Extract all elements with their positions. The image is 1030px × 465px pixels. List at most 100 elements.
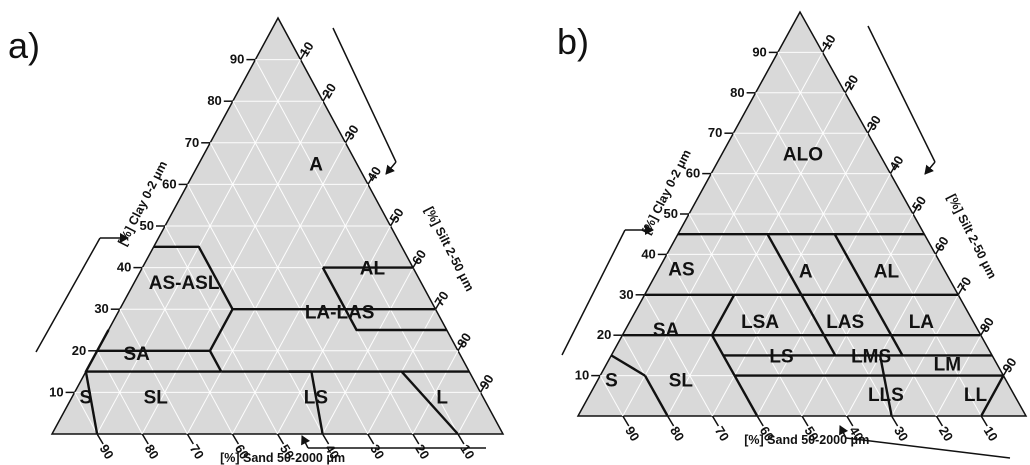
sand-tick-mark bbox=[666, 415, 675, 427]
class-boundary bbox=[208, 350, 223, 373]
silt-tick-mark bbox=[389, 215, 398, 227]
grid-line bbox=[322, 267, 414, 435]
sand-tick-mark bbox=[141, 433, 149, 445]
region-label: L bbox=[436, 388, 448, 409]
silt-tick-label: 90 bbox=[999, 355, 1019, 375]
silt-tick-mark bbox=[322, 90, 330, 102]
silt-direction-arrow bbox=[332, 27, 397, 163]
silt-tick-label: 60 bbox=[409, 247, 429, 267]
clay-tick-label: 70 bbox=[185, 135, 199, 150]
region-label: LMS bbox=[851, 346, 891, 367]
silt-tick-label: 30 bbox=[341, 122, 361, 142]
region-label: LA-LAS bbox=[305, 302, 375, 323]
sand-tick-mark bbox=[412, 433, 420, 445]
silt-tick-label: 30 bbox=[864, 113, 884, 133]
sand-tick-label: 20 bbox=[936, 424, 956, 444]
sand-tick-mark bbox=[756, 415, 764, 427]
sand-tick-label: 70 bbox=[187, 442, 207, 462]
sand-tick-label: 40 bbox=[322, 442, 342, 462]
clay-tick-label: 80 bbox=[730, 85, 744, 100]
silt-tick-mark bbox=[412, 257, 420, 268]
sand-axis-title: [%] Sand 50-2000 μm bbox=[220, 451, 345, 465]
grid-line bbox=[688, 213, 803, 417]
silt-tick-mark bbox=[479, 382, 488, 393]
region-label: AL bbox=[360, 259, 386, 280]
class-boundary bbox=[878, 355, 893, 417]
class-boundary bbox=[400, 370, 459, 435]
silt-tick-mark bbox=[957, 284, 965, 296]
class-boundary bbox=[867, 294, 904, 356]
clay-tick-label: 50 bbox=[140, 218, 154, 233]
sand-tick-label: 90 bbox=[622, 424, 642, 444]
grid-line bbox=[277, 225, 391, 435]
region-label: S bbox=[605, 371, 618, 392]
sand-direction-arrowhead bbox=[301, 435, 311, 449]
sand-tick-label: 10 bbox=[457, 442, 477, 462]
region-label: LA bbox=[909, 312, 935, 333]
sand-tick-mark bbox=[321, 433, 330, 445]
region-label: LS bbox=[304, 388, 328, 409]
panel-label: b) bbox=[557, 21, 589, 62]
silt-axis-title: [%] Silt 2-50 μm bbox=[422, 204, 477, 293]
grid-line bbox=[74, 392, 98, 435]
sand-tick-mark bbox=[801, 415, 809, 427]
clay-tick-label: 90 bbox=[752, 44, 766, 59]
sand-tick-label: 70 bbox=[712, 424, 732, 444]
clay-tick-label: 80 bbox=[207, 93, 221, 108]
grid-line bbox=[644, 294, 713, 417]
grid-line bbox=[186, 142, 346, 435]
clay-tick-label: 20 bbox=[597, 327, 611, 342]
silt-tick-mark bbox=[821, 42, 830, 53]
sand-tick-label: 50 bbox=[801, 424, 821, 444]
silt-tick-label: 50 bbox=[909, 193, 929, 213]
region-label: LAS bbox=[826, 312, 864, 333]
region-label: SL bbox=[669, 371, 694, 392]
silt-tick-mark bbox=[434, 298, 443, 310]
sand-tick-mark bbox=[935, 415, 944, 427]
silt-tick-label: 80 bbox=[454, 330, 474, 350]
region-label: A bbox=[799, 262, 813, 283]
region-label: SL bbox=[144, 388, 169, 409]
silt-tick-mark bbox=[867, 122, 875, 134]
silt-tick-label: 20 bbox=[319, 81, 339, 101]
sand-tick-label: 10 bbox=[981, 424, 1001, 444]
silt-tick-label: 10 bbox=[818, 32, 838, 52]
sand-tick-mark bbox=[846, 415, 854, 427]
region-label: LSA bbox=[741, 312, 779, 333]
clay-direction-arrow bbox=[561, 229, 626, 356]
silt-tick-mark bbox=[912, 203, 920, 215]
sand-tick-label: 90 bbox=[97, 442, 117, 462]
grid-line bbox=[209, 142, 369, 435]
silt-tick-label: 90 bbox=[476, 372, 496, 392]
sand-tick-mark bbox=[276, 433, 285, 445]
sand-tick-mark bbox=[980, 415, 988, 427]
region-label: LM bbox=[934, 354, 961, 375]
silt-tick-mark bbox=[299, 49, 308, 60]
sand-tick-mark bbox=[457, 433, 465, 445]
clay-tick-label: 10 bbox=[575, 368, 589, 383]
region-label: LLS bbox=[868, 385, 904, 406]
region-label: AS bbox=[668, 260, 694, 281]
class-boundary bbox=[153, 245, 234, 310]
silt-tick-mark bbox=[1002, 365, 1011, 376]
sand-direction-arrowhead bbox=[839, 425, 849, 439]
clay-direction-arrow bbox=[35, 237, 101, 353]
silt-tick-label: 80 bbox=[977, 315, 997, 335]
silt-tick-mark bbox=[980, 324, 988, 336]
sand-tick-mark bbox=[367, 433, 375, 445]
sand-tick-label: 20 bbox=[412, 442, 432, 462]
silt-direction-arrow bbox=[867, 25, 936, 163]
class-boundary bbox=[321, 267, 447, 332]
region-label: LS bbox=[769, 346, 793, 367]
grid-line bbox=[412, 350, 459, 435]
sand-tick-label: 30 bbox=[891, 424, 911, 444]
class-boundary bbox=[733, 375, 759, 417]
silt-tick-mark bbox=[934, 244, 943, 255]
sand-tick-mark bbox=[890, 415, 899, 427]
silt-direction-arrowhead bbox=[924, 161, 936, 175]
silt-tick-label: 20 bbox=[841, 72, 861, 92]
panel-label: a) bbox=[8, 25, 40, 66]
grid-line bbox=[732, 132, 893, 417]
